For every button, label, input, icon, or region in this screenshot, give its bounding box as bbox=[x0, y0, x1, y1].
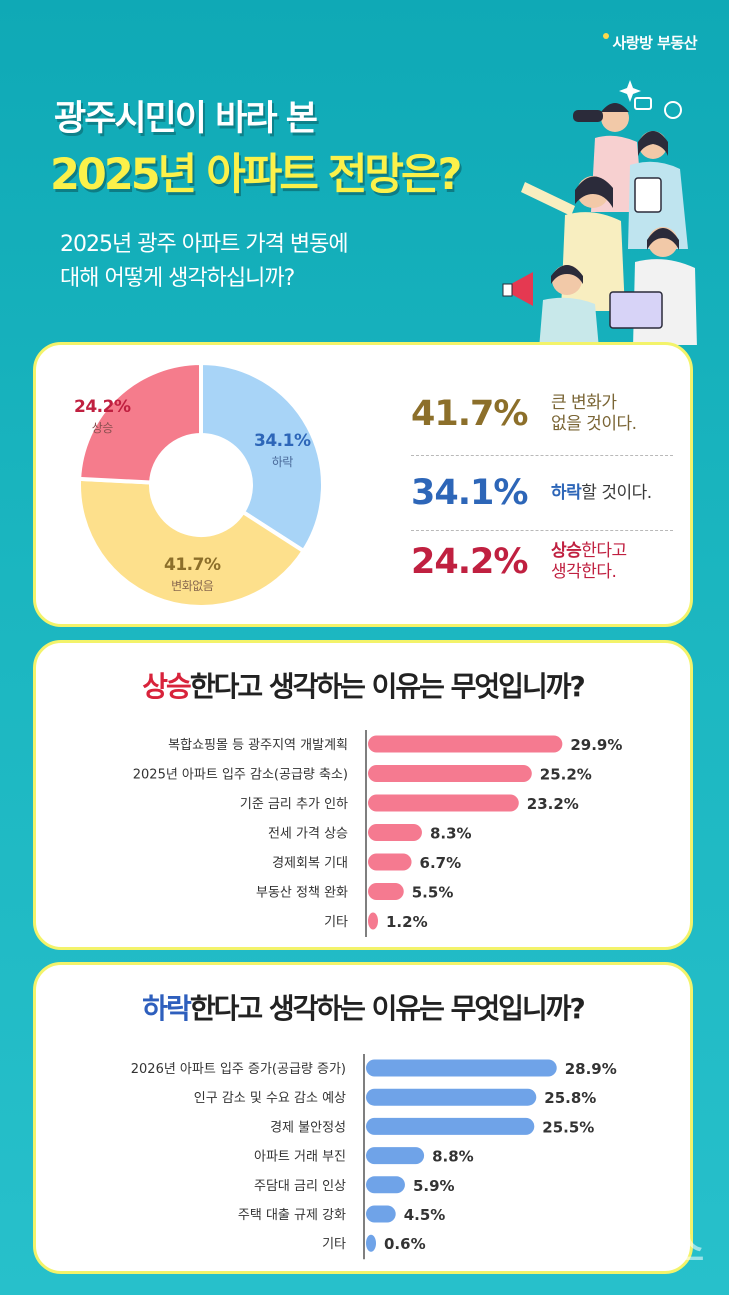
stat-rise-desc: 상승한다고 생각한다. bbox=[551, 541, 669, 583]
donut-slice-down bbox=[199, 360, 325, 554]
donut-label-up: 24.2% 상승 bbox=[74, 397, 131, 436]
brand-name: 사랑방 부동산 bbox=[612, 34, 697, 52]
bar-value-label: 5.5% bbox=[412, 884, 454, 902]
bar-value-label: 8.8% bbox=[432, 1148, 474, 1166]
people-illustration bbox=[502, 80, 697, 345]
donut-label-same-name: 변화없음 bbox=[171, 579, 214, 593]
watermark: 뉴시스 bbox=[612, 1230, 704, 1270]
title-line-1: 광주시민이 바라 본 bbox=[54, 99, 318, 139]
donut-label-up-pct: 24.2% bbox=[74, 397, 131, 417]
bar-value-label: 8.3% bbox=[430, 825, 472, 843]
donut-slice-same bbox=[77, 476, 307, 609]
bar bbox=[368, 883, 404, 900]
category-label: 경제 불안정성 bbox=[270, 1120, 346, 1135]
category-label: 기타 bbox=[324, 915, 348, 930]
bar-value-label: 5.9% bbox=[413, 1177, 455, 1195]
rise-title-rest: 한다고 생각하는 이유는 무엇입니까? bbox=[189, 670, 586, 703]
donut-label-down-pct: 34.1% bbox=[254, 431, 311, 451]
question-line-2: 대해 어떻게 생각하십니까? bbox=[60, 266, 295, 291]
bar-value-label: 25.5% bbox=[542, 1118, 594, 1136]
bar bbox=[366, 1234, 376, 1252]
stat-rise-bold: 상승 bbox=[551, 541, 582, 561]
stat-fall-desc: 하락할 것이다. bbox=[551, 483, 669, 504]
fall-reasons-card: 하락한다고 생각하는 이유는 무엇입니까? 2026년 아파트 입주 증가(공급… bbox=[33, 962, 693, 1274]
fall-title-highlight: 하락 bbox=[142, 992, 192, 1025]
divider bbox=[411, 530, 673, 531]
bar bbox=[366, 1088, 537, 1106]
megaphone-icon bbox=[502, 272, 533, 306]
stat-fall-line1: 할 것이다. bbox=[581, 482, 652, 503]
stat-rise-line1: 한다고 bbox=[581, 541, 627, 561]
stat-fall-pct: 34.1% bbox=[411, 473, 528, 513]
bar bbox=[368, 765, 532, 782]
bar-value-label: 0.6% bbox=[384, 1235, 426, 1253]
bar-value-label: 25.8% bbox=[544, 1089, 596, 1107]
divider bbox=[411, 455, 673, 456]
bar-value-label: 23.2% bbox=[527, 795, 579, 813]
stat-no-change-pct: 41.7% bbox=[411, 394, 528, 434]
bar bbox=[368, 853, 412, 871]
donut-label-same: 41.7% 변화없음 bbox=[164, 555, 221, 594]
fall-reasons-bar-chart: 2026년 아파트 입주 증가(공급량 증가) 28.9% 인구 감소 및 수요 감… bbox=[131, 1054, 617, 1260]
donut-label-up-name: 상승 bbox=[91, 421, 114, 435]
bar-value-label: 25.2% bbox=[540, 766, 592, 784]
chat-bubble-icon bbox=[664, 101, 682, 119]
category-label: 2026년 아파트 입주 증가(공급량 증가) bbox=[131, 1062, 346, 1077]
donut-label-same-pct: 41.7% bbox=[164, 555, 221, 575]
donut-label-down-name: 하락 bbox=[271, 455, 294, 469]
category-label: 인구 감소 및 수요 감소 예상 bbox=[194, 1091, 346, 1106]
category-label: 주택 대출 규제 강화 bbox=[238, 1208, 346, 1223]
category-label: 전세 가격 상승 bbox=[268, 827, 348, 842]
bar bbox=[366, 1059, 557, 1077]
category-label: 복합쇼핑몰 등 광주지역 개발계획 bbox=[168, 738, 348, 753]
bar bbox=[368, 794, 519, 812]
fall-title-rest: 한다고 생각하는 이유는 무엇입니까? bbox=[189, 992, 586, 1025]
donut-label-down: 34.1% 하락 bbox=[254, 431, 311, 470]
stat-no-change-line2: 없을 것이다. bbox=[551, 414, 637, 434]
stat-no-change-desc: 큰 변화가 없을 것이다. bbox=[551, 393, 669, 435]
rise-title-highlight: 상승 bbox=[142, 670, 192, 703]
title-line-2: 2025년 아파트 전망은? bbox=[50, 150, 462, 200]
brand-dot-icon bbox=[603, 33, 610, 39]
stat-fall-bold: 하락 bbox=[551, 482, 582, 503]
category-label: 아파트 거래 부진 bbox=[254, 1150, 346, 1165]
stat-rise: 24.2% 상승한다고 생각한다. bbox=[411, 541, 673, 583]
bar bbox=[366, 1205, 396, 1223]
bar bbox=[366, 1117, 535, 1135]
category-label: 경제회복 기대 bbox=[272, 856, 348, 871]
bar-value-label: 29.9% bbox=[570, 736, 622, 754]
stat-no-change: 41.7% 큰 변화가 없을 것이다. bbox=[411, 393, 673, 435]
folder-icon bbox=[634, 97, 652, 110]
price-outlook-card: 24.2% 상승 34.1% 하락 41.7% 변화없음 41.7% 큰 변화가 없을 것… bbox=[33, 342, 693, 627]
donut-slice-up bbox=[77, 360, 203, 485]
bar-value-label: 6.7% bbox=[420, 854, 462, 872]
bar bbox=[368, 912, 378, 930]
bar-value-label: 1.2% bbox=[386, 913, 428, 931]
rise-reasons-card: 상승한다고 생각하는 이유는 무엇입니까? 복합쇼핑몰 등 광주지역 개발계획 2… bbox=[33, 640, 693, 950]
category-label: 주담대 금리 인상 bbox=[254, 1179, 346, 1194]
question-line-1: 2025년 광주 아파트 가격 변동에 bbox=[60, 232, 349, 257]
stat-fall: 34.1% 하락할 것이다. bbox=[411, 473, 673, 513]
bar bbox=[366, 1176, 405, 1194]
stat-rise-pct: 24.2% bbox=[411, 542, 528, 582]
fall-reasons-title: 하락한다고 생각하는 이유는 무엇입니까? bbox=[36, 987, 690, 1027]
outlook-donut-chart bbox=[77, 360, 325, 609]
category-label: 부동산 정책 완화 bbox=[256, 886, 348, 901]
stat-rise-line2: 생각한다. bbox=[551, 562, 617, 582]
category-label: 기타 bbox=[322, 1237, 346, 1252]
bar bbox=[368, 824, 422, 841]
rise-reasons-bar-chart: 복합쇼핑몰 등 광주지역 개발계획 29.9% 2025년 아파트 입주 감소(공급… bbox=[133, 730, 622, 937]
bar-value-label: 28.9% bbox=[565, 1060, 617, 1078]
sparkle-icon bbox=[619, 80, 641, 102]
stat-no-change-line1: 큰 변화가 bbox=[551, 393, 617, 413]
bar-value-label: 4.5% bbox=[404, 1206, 446, 1224]
bar bbox=[368, 735, 563, 753]
survey-question: 2025년 광주 아파트 가격 변동에 대해 어떻게 생각하십니까? bbox=[60, 228, 349, 296]
category-label: 기준 금리 추가 인하 bbox=[240, 797, 348, 812]
rise-reasons-title: 상승한다고 생각하는 이유는 무엇입니까? bbox=[36, 665, 690, 705]
bar bbox=[366, 1147, 425, 1165]
brand-logo: 사랑방 부동산 bbox=[603, 32, 697, 53]
category-label: 2025년 아파트 입주 감소(공급량 축소) bbox=[133, 768, 348, 783]
